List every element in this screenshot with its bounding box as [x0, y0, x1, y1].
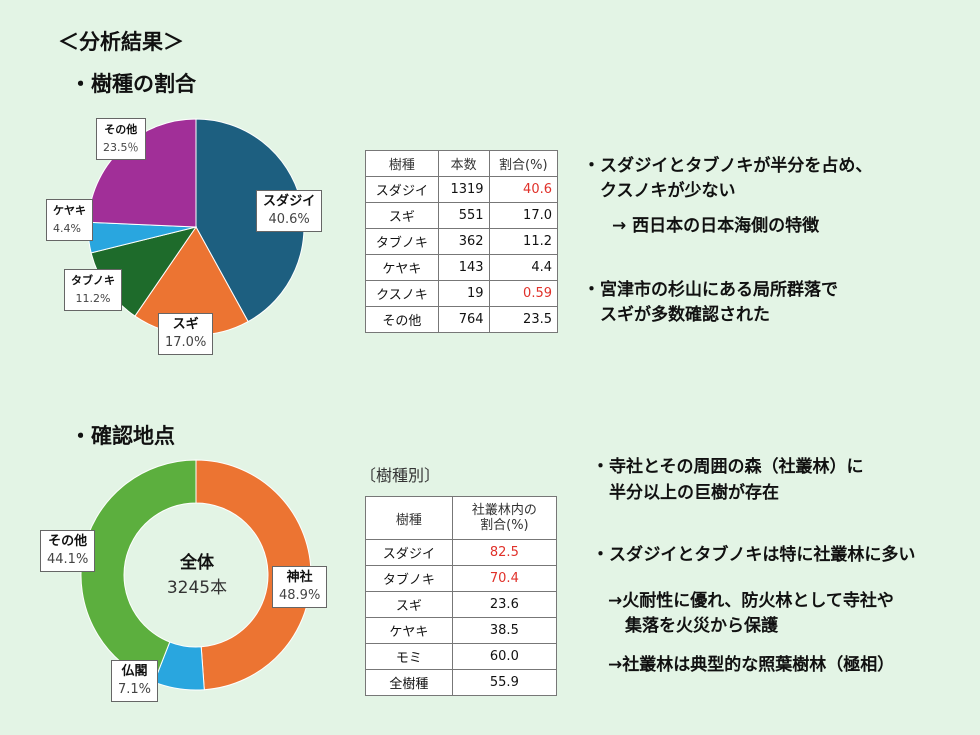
note-text: ・スダジイとタブノキが半分を占め、: [583, 156, 873, 176]
table-cell: タブノキ: [365, 565, 453, 592]
pie-label-value: 4.4%: [53, 222, 81, 235]
donut-center-value: 3245本: [166, 578, 228, 598]
note-text: → 西日本の日本海側の特徴: [612, 216, 820, 236]
pie-label-name: その他: [104, 123, 138, 136]
table-header-cell: 樹種: [365, 150, 439, 177]
note-text: 半分以上の巨樹が存在: [592, 483, 779, 503]
table-header-cell: 樹種: [365, 496, 453, 540]
header-line: 社叢林内の: [471, 503, 537, 518]
table-row: スダジイ 1319 40.6: [365, 176, 559, 203]
table-caption: 〔樹種別〕: [360, 466, 441, 485]
pie-label-sugi: スギ 17.0%: [158, 313, 214, 355]
table-row: タブノキ 70.4: [365, 565, 558, 592]
table-cell: 19: [437, 280, 490, 307]
page-title: ＜分析結果＞: [58, 30, 184, 54]
table-row: その他 764 23.5: [365, 306, 559, 333]
header-line: 割合(%): [480, 518, 529, 533]
pie-label-name: ケヤキ: [53, 204, 86, 217]
table-cell: 38.5: [451, 617, 558, 644]
table-cell: 全樹種: [365, 669, 453, 696]
note-text: ・寺社とその周囲の森（社叢林）に: [592, 457, 864, 477]
table-cell: 0.59: [488, 280, 559, 307]
table-cell: タブノキ: [365, 228, 439, 255]
table-cell: 40.6: [488, 176, 559, 203]
table-cell: クスノキ: [365, 280, 439, 307]
shrine-forest-table: 樹種 社叢林内の 割合(%) スダジイ 82.5 タブノキ 70.4 スギ 23.6 …: [365, 496, 558, 696]
table-cell: 764: [437, 306, 490, 333]
table-cell: スギ: [365, 591, 453, 618]
donut-label-sonota: その他 44.1%: [40, 530, 96, 572]
donut-label-name: 仏閣: [121, 664, 148, 679]
donut-label-jinja: 神社 48.9%: [272, 566, 328, 608]
note-text: ・宮津市の杉山にある局所群落で: [583, 280, 838, 300]
pie-label-value: 40.6%: [268, 212, 310, 227]
table-cell: 23.5: [488, 306, 559, 333]
donut-label-value: 44.1%: [47, 552, 89, 567]
note-text: ・スダジイとタブノキは特に社叢林に多い: [592, 545, 916, 565]
pie-label-name: タブノキ: [71, 274, 115, 287]
table-cell: 60.0: [451, 643, 558, 670]
table-row: ケヤキ 38.5: [365, 617, 558, 644]
pie-label-tabunoki: タブノキ 11.2%: [64, 269, 122, 311]
table-cell: 362: [437, 228, 490, 255]
note-text: 集落を火災から保護: [608, 616, 778, 636]
pie-label-name: スダジイ: [263, 194, 316, 209]
table-cell: モミ: [365, 643, 453, 670]
donut-label-value: 7.1%: [118, 682, 152, 697]
table-cell: 23.6: [451, 591, 558, 618]
pie-label-name: スギ: [172, 317, 199, 332]
table-row: タブノキ 362 11.2: [365, 228, 559, 255]
pie-label-sudajii: スダジイ 40.6%: [256, 190, 323, 232]
section-heading-locations: ・確認地点: [70, 424, 175, 448]
table-header-cell: 社叢林内の 割合(%): [451, 496, 558, 540]
donut-slice-jinja: [195, 459, 312, 691]
section-heading-species: ・樹種の割合: [70, 72, 196, 96]
pie-label-value: 23.5％: [103, 141, 139, 154]
table-cell: ケヤキ: [365, 617, 453, 644]
note-text: →社叢林は典型的な照葉樹林（極相）: [608, 655, 895, 675]
table-row: スギ 23.6: [365, 591, 558, 618]
table-cell: 82.5: [451, 539, 558, 566]
donut-slice-sonota: [80, 459, 197, 683]
table-row: ケヤキ 143 4.4: [365, 254, 559, 281]
table-cell: 11.2: [488, 228, 559, 255]
note-text: →火耐性に優れ、防火林として寺社や: [608, 591, 894, 611]
table-row: スダジイ 82.5: [365, 539, 558, 566]
donut-label-value: 48.9%: [279, 588, 321, 603]
pie-label-other: その他 23.5％: [96, 118, 146, 160]
donut-label-bukkaku: 仏閣 7.1%: [111, 660, 159, 702]
donut-label-name: 神社: [286, 570, 313, 585]
table-cell: 17.0: [488, 202, 559, 229]
table-cell: 143: [437, 254, 490, 281]
table-cell: その他: [365, 306, 439, 333]
table-row: スギ 551 17.0: [365, 202, 559, 229]
table-cell: スダジイ: [365, 176, 439, 203]
table-row: 全樹種 55.9: [365, 669, 558, 696]
table-header-row: 樹種 本数 割合(%): [365, 150, 559, 177]
table-cell: 55.9: [451, 669, 558, 696]
table-header-cell: 割合(%): [488, 150, 559, 177]
donut-center-title: 全体: [180, 553, 214, 573]
donut-center-label: 全体 3245本: [150, 548, 244, 598]
table-cell: 551: [437, 202, 490, 229]
note-text: クスノキが少ない: [583, 181, 736, 201]
pie-label-value: 17.0%: [165, 335, 207, 350]
table-cell: 1319: [437, 176, 490, 203]
donut-label-name: その他: [48, 534, 88, 549]
table-row: クスノキ 19 0.59: [365, 280, 559, 307]
table-row: モミ 60.0: [365, 643, 558, 670]
table-header-cell: 本数: [437, 150, 490, 177]
species-count-table: 樹種 本数 割合(%) スダジイ 1319 40.6 スギ 551 17.0 タブノキ 3…: [365, 150, 559, 333]
pie-label-value: 11.2%: [75, 292, 111, 305]
table-cell: 70.4: [451, 565, 558, 592]
note-text: スギが多数確認された: [583, 305, 770, 325]
table-cell: スギ: [365, 202, 439, 229]
pie-label-keyaki: ケヤキ 4.4%: [46, 199, 93, 241]
table-cell: 4.4: [488, 254, 559, 281]
table-cell: スダジイ: [365, 539, 453, 566]
table-cell: ケヤキ: [365, 254, 439, 281]
table-header-row: 樹種 社叢林内の 割合(%): [365, 496, 558, 540]
